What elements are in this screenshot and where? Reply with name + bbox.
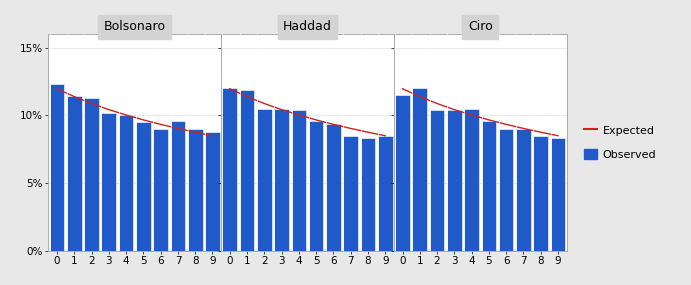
Bar	[482, 121, 496, 251]
Bar	[136, 122, 151, 251]
Bar	[326, 123, 341, 251]
Bar	[343, 136, 358, 251]
Bar	[464, 109, 479, 251]
Bar	[533, 136, 548, 251]
Bar	[516, 129, 531, 251]
Bar	[257, 109, 272, 251]
Bar	[67, 96, 82, 251]
Bar	[378, 136, 392, 251]
Bar	[551, 139, 565, 251]
Bar	[447, 110, 462, 251]
Bar	[240, 90, 254, 251]
Title: Bolsonaro: Bolsonaro	[104, 20, 166, 33]
Bar	[102, 113, 116, 251]
Bar	[119, 115, 133, 251]
Bar	[50, 84, 64, 251]
Bar	[292, 110, 306, 251]
Bar	[153, 129, 168, 251]
Bar	[499, 129, 513, 251]
Bar	[205, 132, 220, 251]
Bar	[309, 121, 323, 251]
Bar	[361, 139, 375, 251]
Title: Haddad: Haddad	[283, 20, 332, 33]
Bar	[223, 88, 237, 251]
Bar	[395, 95, 410, 251]
Bar	[413, 88, 427, 251]
Bar	[84, 98, 99, 251]
Bar	[171, 121, 185, 251]
Bar	[188, 129, 202, 251]
Bar	[430, 110, 444, 251]
Bar	[274, 109, 289, 251]
Title: Ciro: Ciro	[468, 20, 493, 33]
Legend: Expected, Observed: Expected, Observed	[579, 121, 661, 164]
